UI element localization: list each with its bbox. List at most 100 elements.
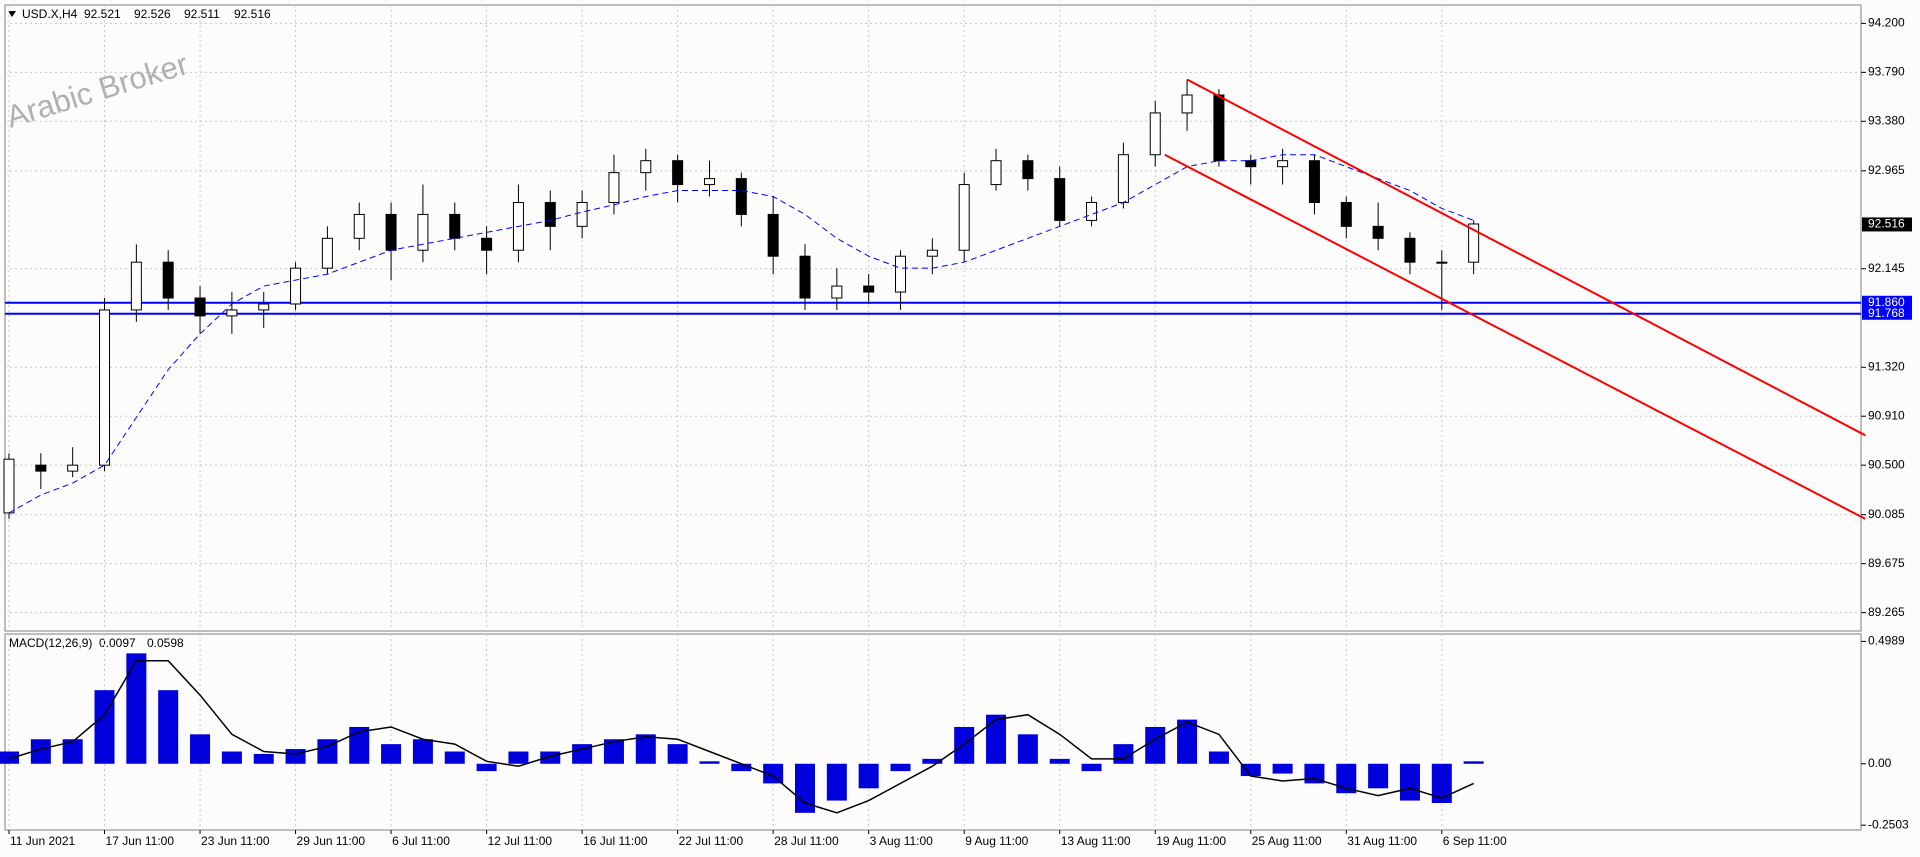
y-tick-label: 91.320 — [1868, 359, 1905, 373]
candle-body — [1022, 160, 1034, 180]
x-tick-label: 11 Jun 2021 — [10, 834, 75, 848]
macd-bar — [62, 739, 83, 764]
header-value: 92.511 — [184, 7, 220, 21]
y-tick-label: 90.500 — [1868, 457, 1905, 471]
candle-body — [990, 160, 1002, 186]
macd-signal — [8, 659, 1474, 814]
y-tick-label: -0.2503 — [1868, 817, 1909, 831]
macd-bar — [540, 751, 561, 764]
x-tick-label: 25 Aug 11:00 — [1252, 834, 1322, 848]
macd-bar — [1081, 763, 1102, 772]
y-tick-label: 89.675 — [1868, 556, 1905, 570]
x-tick-label: 19 Aug 11:00 — [1156, 834, 1226, 848]
y-tick-label: 92.965 — [1868, 163, 1905, 177]
price-tag — [1862, 217, 1912, 232]
candle-body — [1213, 94, 1225, 162]
macd-bar — [1336, 763, 1357, 794]
candle-body — [1404, 237, 1416, 263]
macd-bar — [476, 763, 497, 772]
candle-body — [99, 309, 111, 466]
level-tag — [1862, 295, 1912, 309]
macd-value: 0.0598 — [147, 636, 184, 650]
macd-bar — [1177, 719, 1198, 764]
x-tick-label: 13 Aug 11:00 — [1061, 834, 1131, 848]
candle-body — [863, 285, 875, 293]
candle-body — [1468, 223, 1480, 263]
x-tick-label: 22 Jul 11:00 — [679, 834, 744, 848]
x-tick-label: 6 Jul 11:00 — [392, 834, 450, 848]
macd-bar — [986, 714, 1007, 764]
menu-arrow[interactable] — [8, 11, 16, 17]
macd-bar — [572, 744, 593, 764]
macd-bar — [508, 751, 529, 764]
candle-body — [1245, 160, 1257, 168]
candle-body — [35, 464, 47, 472]
candle-body — [1181, 94, 1193, 114]
last-price: 92.516 — [1868, 217, 1905, 231]
candle-body — [226, 309, 238, 317]
macd-bar — [1368, 763, 1389, 789]
candle-body — [1436, 261, 1448, 264]
candle-body — [1372, 225, 1384, 239]
macd-bar — [1399, 763, 1420, 801]
macd-bar — [763, 763, 784, 784]
y-tick-label: 93.380 — [1868, 113, 1905, 127]
candle-body — [290, 267, 302, 305]
macd-bar — [667, 744, 688, 764]
macd-bar — [285, 749, 306, 764]
x-tick-label: 23 Jun 11:00 — [201, 834, 270, 848]
macd-bar — [0, 751, 19, 764]
candle-body — [703, 178, 715, 186]
candle-body — [1340, 201, 1352, 227]
header-value: 92.526 — [134, 7, 171, 21]
y-tick-label: 0.4989 — [1868, 634, 1905, 648]
y-tick-label: 89.265 — [1868, 605, 1905, 619]
candle-body — [481, 237, 493, 251]
macd-bar — [253, 753, 274, 764]
candle-body — [1054, 178, 1066, 221]
macd-bar — [412, 739, 433, 764]
trend-line — [1186, 78, 1866, 437]
header-value: 92.521 — [84, 7, 121, 21]
candle-body — [1086, 201, 1098, 221]
x-tick-label: 31 Aug 11:00 — [1347, 834, 1417, 848]
macd-bar — [94, 690, 115, 764]
macd-bar — [858, 763, 879, 789]
x-tick-label: 12 Jul 11:00 — [488, 834, 553, 848]
x-tick-label: 29 Jun 11:00 — [297, 834, 366, 848]
header-value: 92.516 — [234, 7, 271, 21]
candle-body — [640, 160, 652, 174]
candle-body — [544, 201, 556, 227]
macd-bar — [1017, 734, 1038, 764]
macd-bar — [954, 726, 975, 764]
trend-line — [1164, 153, 1866, 520]
y-tick-label: 90.085 — [1868, 507, 1905, 521]
candle-body — [417, 213, 429, 251]
candle-body — [67, 464, 79, 472]
macd-bar — [1272, 763, 1293, 774]
candle-body — [1277, 160, 1289, 168]
candle-body — [449, 213, 461, 239]
macd-bar — [190, 734, 211, 764]
candle-body — [194, 297, 206, 317]
y-tick-label: 93.790 — [1868, 65, 1905, 79]
candle-body — [576, 201, 588, 227]
macd-bar — [635, 734, 656, 764]
level-tag — [1862, 306, 1912, 320]
macd-bar — [126, 653, 147, 764]
x-tick-label: 28 Jul 11:00 — [774, 834, 839, 848]
macd-panel — [4, 633, 1862, 831]
candle-body — [735, 178, 747, 215]
candle-body — [672, 160, 684, 186]
candle-body — [321, 237, 333, 269]
y-tick-label: 0.00 — [1868, 756, 1892, 770]
macd-bar — [158, 690, 179, 764]
level-label: 91.860 — [1868, 295, 1905, 309]
macd-bar — [30, 739, 51, 764]
candle-body — [799, 255, 811, 299]
macd-bar — [603, 739, 624, 764]
candle-body — [958, 184, 970, 251]
macd-bar — [826, 763, 847, 801]
y-tick-label: 90.910 — [1868, 408, 1905, 422]
